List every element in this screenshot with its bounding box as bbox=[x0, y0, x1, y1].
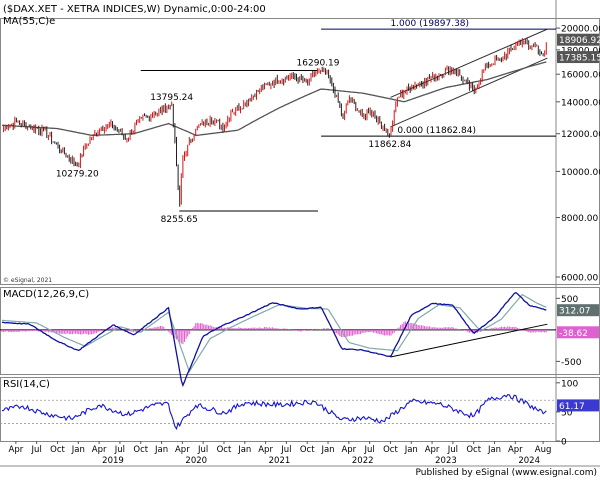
month-tick-label: Oct bbox=[50, 445, 65, 455]
rsi-tick-label: 50 bbox=[561, 408, 573, 418]
price-tick-label: 6000.00 bbox=[561, 273, 598, 283]
pivot-label: 11862.84 bbox=[368, 140, 411, 150]
rsi-line bbox=[1, 393, 547, 431]
rsi-axis: 100 50 0 bbox=[0, 379, 578, 448]
price-bars bbox=[3, 38, 547, 207]
month-tick-label: Jul bbox=[31, 445, 42, 455]
month-tick-label: Oct bbox=[133, 445, 148, 455]
year-label: 2021 bbox=[269, 456, 291, 466]
watermark: © eSignal, 2021 bbox=[3, 277, 52, 284]
pivot-label: 8255.65 bbox=[161, 215, 198, 225]
publisher-credit: Published by eSignal (www.esignal.com) bbox=[415, 468, 597, 478]
last-price-box bbox=[557, 33, 599, 46]
rsi-legend: RSI(14,C) bbox=[3, 379, 50, 390]
year-label: 2019 bbox=[102, 456, 124, 466]
macd-trendline bbox=[390, 323, 548, 358]
price-tick-label: 8000.00 bbox=[561, 214, 598, 224]
pivot-label: 16290.19 bbox=[297, 59, 340, 69]
ma-legend: MA(55,C)e bbox=[3, 16, 55, 27]
fib-level-label: 0.000 (11862.84) bbox=[397, 126, 476, 136]
macd-line bbox=[1, 291, 547, 388]
month-tick-label: Jul bbox=[280, 445, 291, 455]
last-price-label: 18906.92 bbox=[559, 36, 600, 46]
time-axis: Apr Jul Oct Jan Apr Jul Oct Jan Apr Jul Oct Jan Apr J… bbox=[9, 441, 552, 466]
month-tick-label: Apr bbox=[258, 445, 273, 455]
month-tick-label: Apr bbox=[508, 445, 523, 455]
month-tick-label: Jan bbox=[404, 445, 418, 455]
month-tick-label: Oct bbox=[300, 445, 315, 455]
macd-tick-label: -500 bbox=[561, 358, 582, 368]
price-tick-label: 20000.00 bbox=[561, 25, 600, 35]
rsi-value-box bbox=[557, 399, 599, 412]
price-tick-label: 14000.00 bbox=[561, 98, 600, 108]
macd-value-box bbox=[557, 304, 599, 317]
rsi-tick-label: 100 bbox=[561, 379, 578, 389]
month-tick-label: Jan bbox=[71, 445, 85, 455]
year-label: 2024 bbox=[518, 456, 540, 466]
month-tick-label: Jan bbox=[154, 445, 168, 455]
macd-lines: 312.07 -38.62 bbox=[1, 291, 599, 388]
month-tick-label: Apr bbox=[92, 445, 107, 455]
month-tick-label: Apr bbox=[9, 445, 24, 455]
month-tick-label: Jan bbox=[320, 445, 334, 455]
month-tick-label: Apr bbox=[425, 445, 440, 455]
rsi-value-label: 61.17 bbox=[559, 402, 585, 412]
month-tick-label: Jan bbox=[487, 445, 501, 455]
month-tick-label: Jul bbox=[114, 445, 125, 455]
month-tick-label: Oct bbox=[383, 445, 398, 455]
macd-axis: 500 -500 bbox=[0, 295, 582, 368]
ma-value-box bbox=[557, 51, 599, 64]
chart-title: ($DAX.XET - XETRA INDICES,W) Dynamic,0:0… bbox=[3, 4, 266, 15]
rsi-lines: 61.17 bbox=[1, 393, 599, 431]
ma-55-line bbox=[2, 61, 547, 137]
month-tick-label: Aug bbox=[535, 445, 552, 455]
year-label: 2023 bbox=[435, 456, 457, 466]
month-tick-label: Jul bbox=[364, 445, 375, 455]
price-annotations: 10279.20 13795.24 8255.65 16290.19 11862.84 1… bbox=[56, 19, 600, 225]
month-tick-label: Apr bbox=[341, 445, 356, 455]
macd-signal-line bbox=[1, 293, 547, 373]
macd-hist-value-box bbox=[557, 326, 599, 339]
price-tick-label: 16000.00 bbox=[561, 71, 600, 81]
price-tick-label: 10000.00 bbox=[561, 168, 600, 178]
pivot-label: 10279.20 bbox=[56, 170, 99, 180]
macd-value-label: 312.07 bbox=[559, 307, 591, 317]
macd-hist-value-label: -38.62 bbox=[559, 329, 588, 339]
macd-legend: MACD(12,26,9,C) bbox=[3, 289, 89, 300]
year-label: 2022 bbox=[352, 456, 374, 466]
month-tick-label: Oct bbox=[466, 445, 481, 455]
month-tick-label: Oct bbox=[217, 445, 232, 455]
month-tick-label: Jul bbox=[447, 445, 458, 455]
price-tick-label: 12000.00 bbox=[561, 130, 600, 140]
month-tick-label: Jul bbox=[197, 445, 208, 455]
macd-tick-label: 500 bbox=[561, 295, 578, 305]
rsi-tick-label: 0 bbox=[561, 438, 567, 448]
ma-value-label: 17385.15 bbox=[559, 54, 600, 64]
year-label: 2020 bbox=[185, 456, 207, 466]
fib-level-label: 1.000 (19897.38) bbox=[390, 19, 469, 29]
month-tick-label: Jan bbox=[237, 445, 251, 455]
month-tick-label: Apr bbox=[175, 445, 190, 455]
pivot-label: 13795.24 bbox=[150, 93, 193, 103]
